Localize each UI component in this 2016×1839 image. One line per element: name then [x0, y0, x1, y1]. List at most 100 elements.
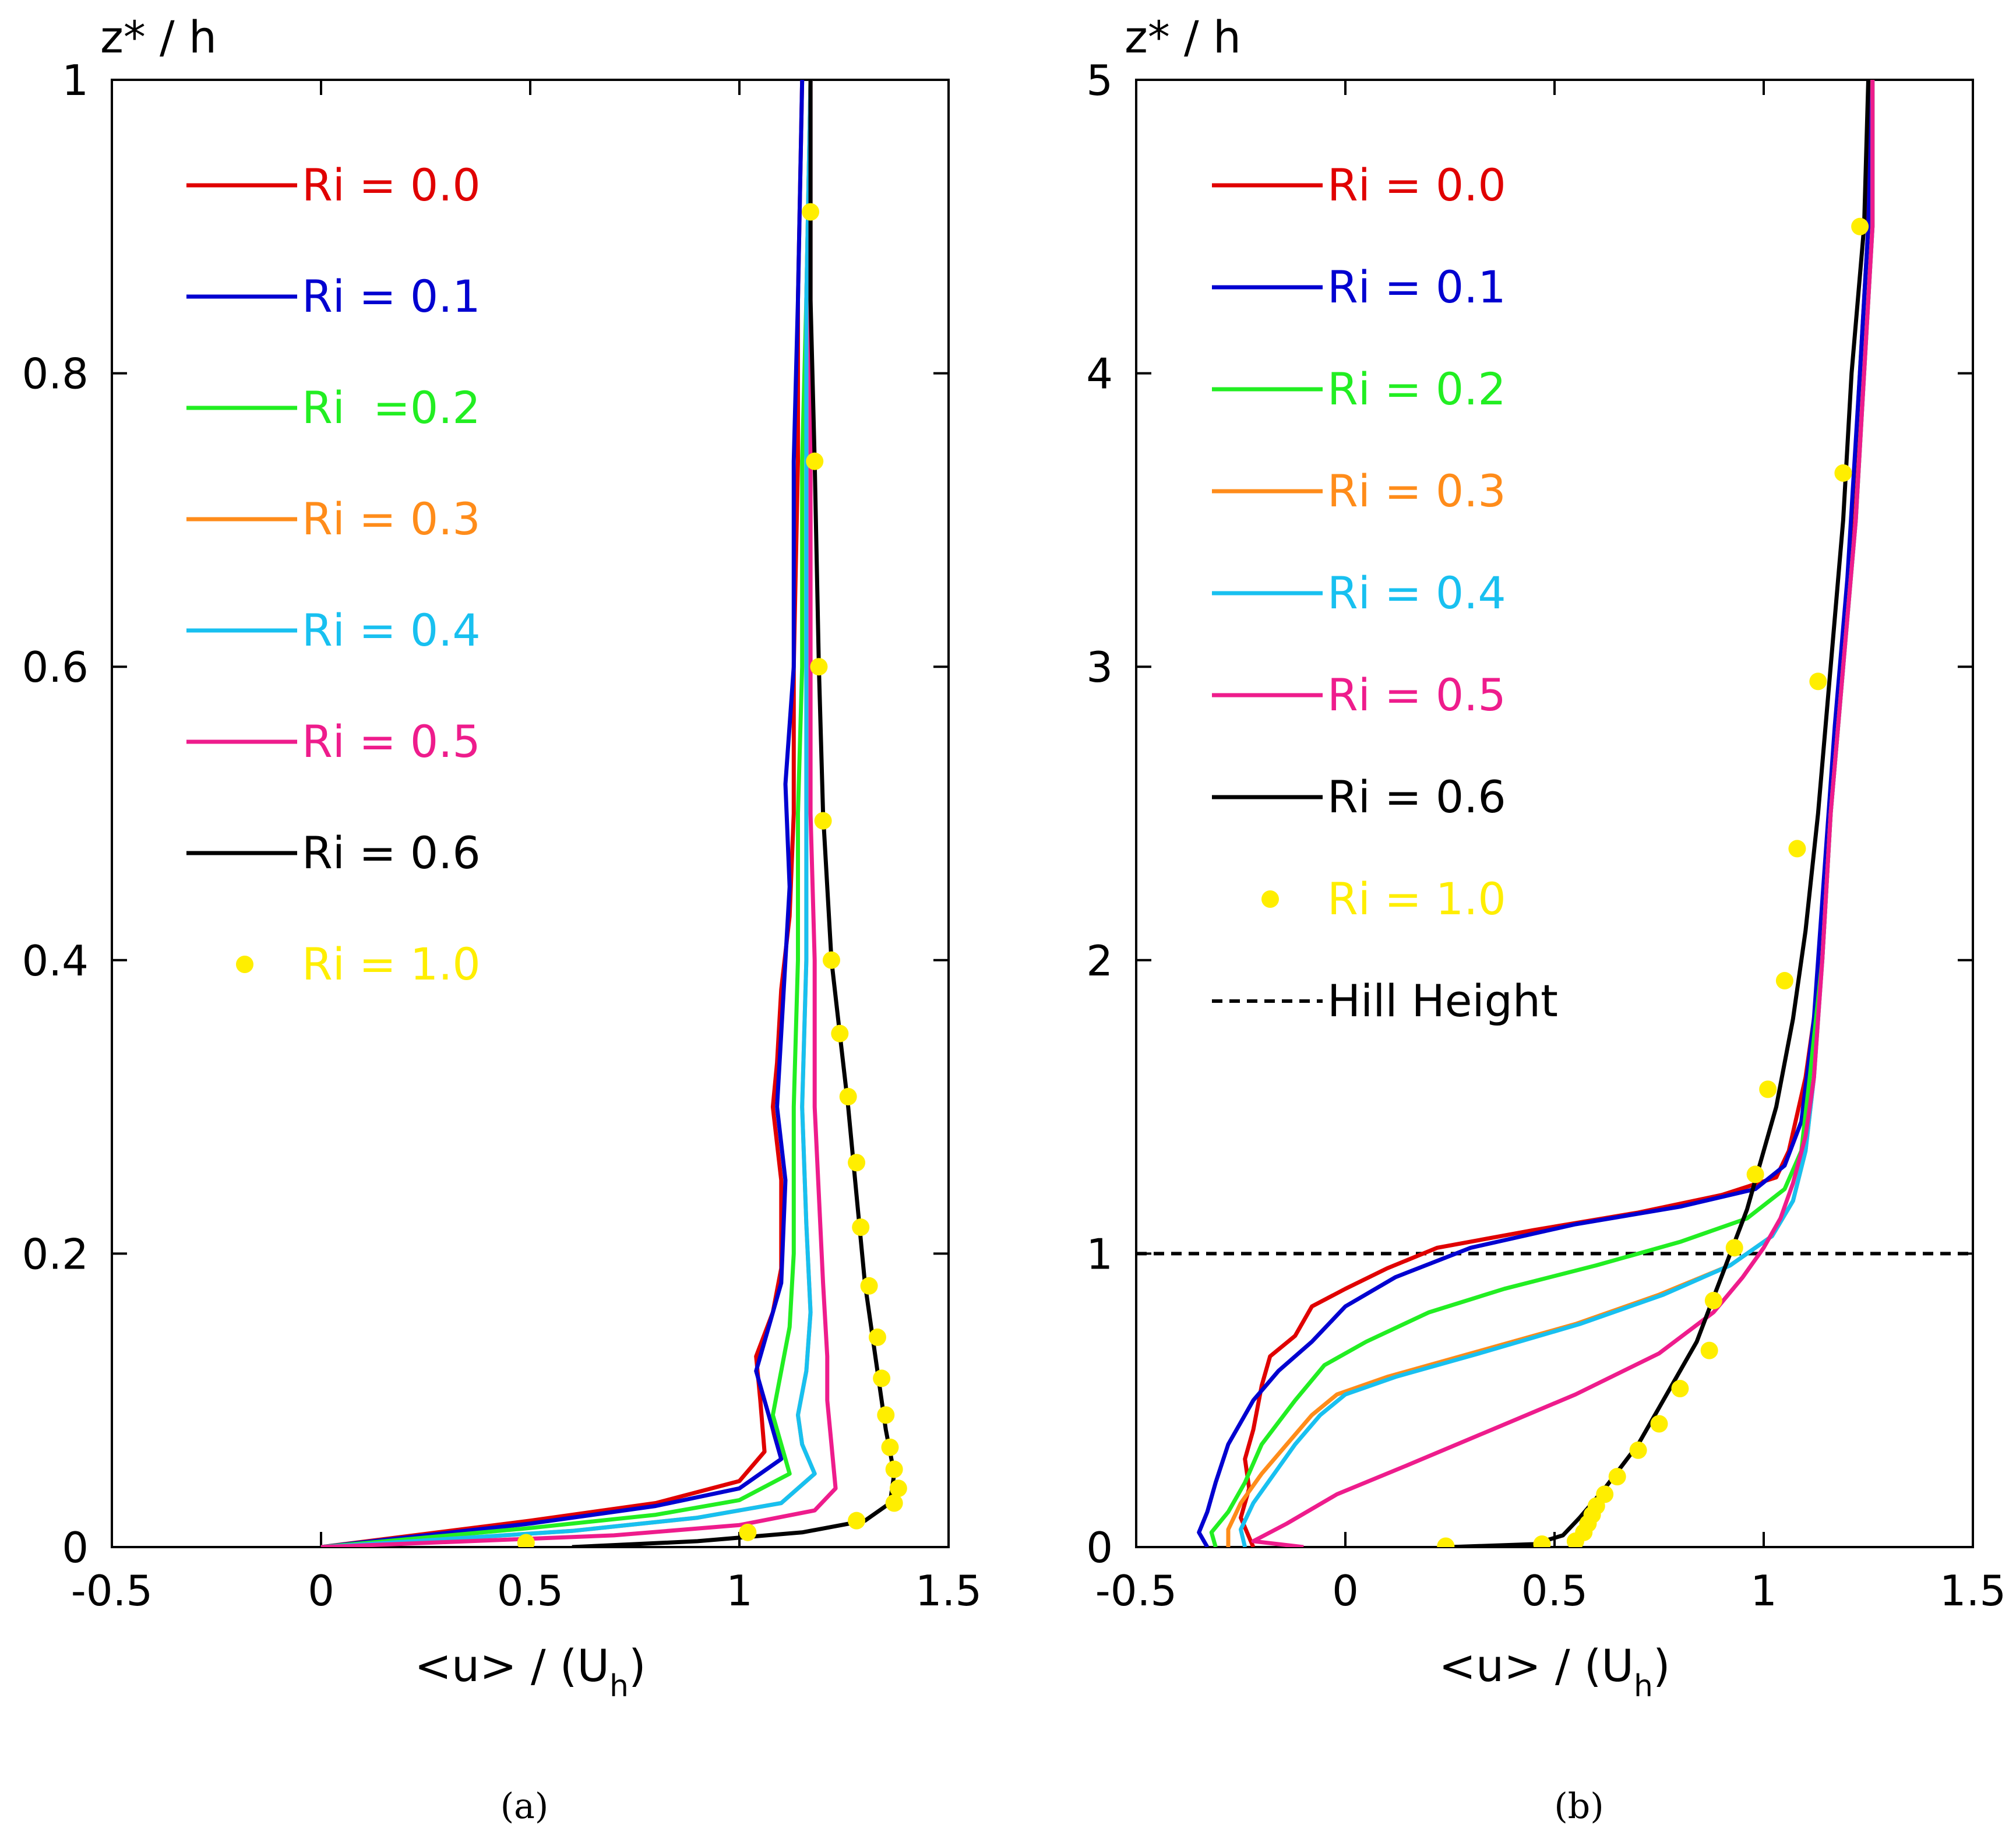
- series-line-5: [1251, 80, 1875, 1547]
- series-marker: [810, 658, 828, 676]
- x-tick-label: 1: [726, 1566, 753, 1615]
- y-tick-label: 0.6: [22, 643, 89, 692]
- series-marker: [1834, 464, 1852, 482]
- legend-label: Ri = 0.2: [1327, 363, 1506, 415]
- series-marker: [881, 1438, 899, 1456]
- series-marker: [1671, 1380, 1689, 1398]
- series-marker: [1809, 672, 1827, 690]
- series-marker: [739, 1523, 757, 1541]
- series-marker: [1533, 1535, 1551, 1547]
- series-marker: [806, 452, 824, 470]
- series-marker: [852, 1218, 870, 1236]
- legend: Ri = 0.0 Ri = 0.1 Ri = 0.2 Ri = 0.3 Ri = 0.4…: [1212, 159, 1558, 1027]
- y-tick-label: 1: [62, 56, 89, 105]
- series-marker: [1650, 1415, 1668, 1433]
- series-marker: [873, 1369, 891, 1387]
- series-line-1: [1197, 80, 1875, 1547]
- plot-area: [1136, 80, 1973, 1547]
- legend-label: Ri = 0.5: [1327, 669, 1506, 721]
- series-marker: [1629, 1441, 1647, 1459]
- y-axis-label: z* / h: [1125, 11, 1241, 63]
- series-marker: [1759, 1080, 1777, 1098]
- series-marker: [1596, 1485, 1614, 1503]
- legend-label: Ri = 0.6: [302, 827, 481, 879]
- y-tick-label: 0.4: [22, 936, 89, 985]
- series-marker: [1788, 840, 1806, 858]
- y-tick-label: 0: [62, 1523, 89, 1572]
- x-tick-label: 1: [1750, 1566, 1777, 1615]
- series-marker: [885, 1460, 903, 1478]
- legend-label: Ri = 0.0: [302, 159, 481, 211]
- series-marker: [1437, 1537, 1455, 1547]
- x-tick-label: -0.5: [71, 1566, 153, 1615]
- chart-panel-a: -0.5 0 0.5 1 1.500.20.40.60.81z* / h<u> / (U…: [22, 11, 982, 1827]
- y-tick-label: 5: [1086, 56, 1113, 105]
- series-marker: [885, 1494, 903, 1512]
- legend-label: Ri = 0.3: [302, 493, 481, 545]
- series-marker: [802, 203, 820, 221]
- plot-frame: [1135, 79, 1974, 1548]
- x-tick-label: 0.5: [497, 1566, 564, 1615]
- series-marker: [1608, 1468, 1626, 1486]
- series-line-5: [320, 80, 838, 1547]
- x-tick-label: 0: [1332, 1566, 1359, 1615]
- legend-label: Hill Height: [1327, 975, 1558, 1027]
- x-axis-label: <u> / (Uh): [1439, 1640, 1670, 1704]
- y-tick-label: 0.2: [22, 1229, 89, 1278]
- legend-label: Ri = 1.0: [302, 938, 481, 990]
- legend-label: Ri = 0.4: [302, 604, 481, 656]
- series-marker: [1746, 1165, 1764, 1183]
- legend-label: Ri = 1.0: [1327, 873, 1506, 925]
- legend-label: Ri = 0.1: [1327, 261, 1506, 313]
- series-marker: [1725, 1239, 1743, 1257]
- series-marker: [889, 1479, 907, 1498]
- legend-label: Ri = 0.0: [1327, 159, 1506, 211]
- series-line-2: [320, 80, 813, 1547]
- series-line-4: [320, 80, 817, 1547]
- x-axis-label: <u> / (Uh): [414, 1640, 646, 1704]
- series-marker: [814, 812, 832, 830]
- panel-label: (a): [501, 1786, 549, 1827]
- series-marker: [822, 951, 840, 969]
- series-marker: [877, 1406, 895, 1424]
- series-line-2: [1209, 80, 1875, 1547]
- y-tick-label: 0.8: [22, 350, 89, 399]
- y-tick-label: 0: [1086, 1523, 1113, 1572]
- x-tick-label: 1.5: [915, 1566, 982, 1615]
- legend: Ri = 0.0 Ri = 0.1 Ri =0.2 Ri = 0.3 Ri = 0.4 R…: [186, 159, 481, 990]
- panel-label: (b): [1554, 1786, 1603, 1827]
- series-marker: [1851, 217, 1869, 235]
- series-marker: [839, 1087, 857, 1105]
- y-tick-label: 2: [1086, 936, 1113, 985]
- legend-label: Ri = 0.5: [302, 716, 481, 767]
- series-marker: [860, 1277, 878, 1295]
- legend-label: Ri = 0.1: [302, 270, 481, 322]
- y-tick-label: 4: [1086, 350, 1113, 399]
- series-line-6: [572, 80, 897, 1547]
- legend-label: Ri = 0.6: [1327, 771, 1506, 823]
- series-line-1: [320, 80, 805, 1547]
- x-tick-label: -0.5: [1095, 1566, 1177, 1615]
- legend-label: Ri = 0.4: [1327, 567, 1506, 619]
- legend-label: Ri = 0.3: [1327, 465, 1506, 517]
- series-marker: [1775, 972, 1793, 990]
- legend-marker: [236, 956, 253, 973]
- series-marker: [1700, 1341, 1718, 1359]
- series-marker: [1704, 1291, 1722, 1309]
- series-marker: [868, 1328, 886, 1346]
- series-marker: [848, 1512, 866, 1530]
- x-tick-label: 0.5: [1521, 1566, 1588, 1615]
- series-marker: [831, 1024, 849, 1042]
- legend-marker: [1261, 890, 1279, 908]
- series-marker: [848, 1154, 866, 1172]
- legend-label: Ri =0.2: [302, 382, 481, 434]
- x-tick-label: 0: [308, 1566, 334, 1615]
- y-tick-label: 1: [1086, 1229, 1113, 1278]
- x-tick-label: 1.5: [1940, 1566, 2007, 1615]
- y-axis-label: z* / h: [100, 11, 217, 63]
- plot-area: [320, 80, 907, 1547]
- y-tick-label: 3: [1086, 643, 1113, 692]
- series-line-6: [1450, 80, 1870, 1547]
